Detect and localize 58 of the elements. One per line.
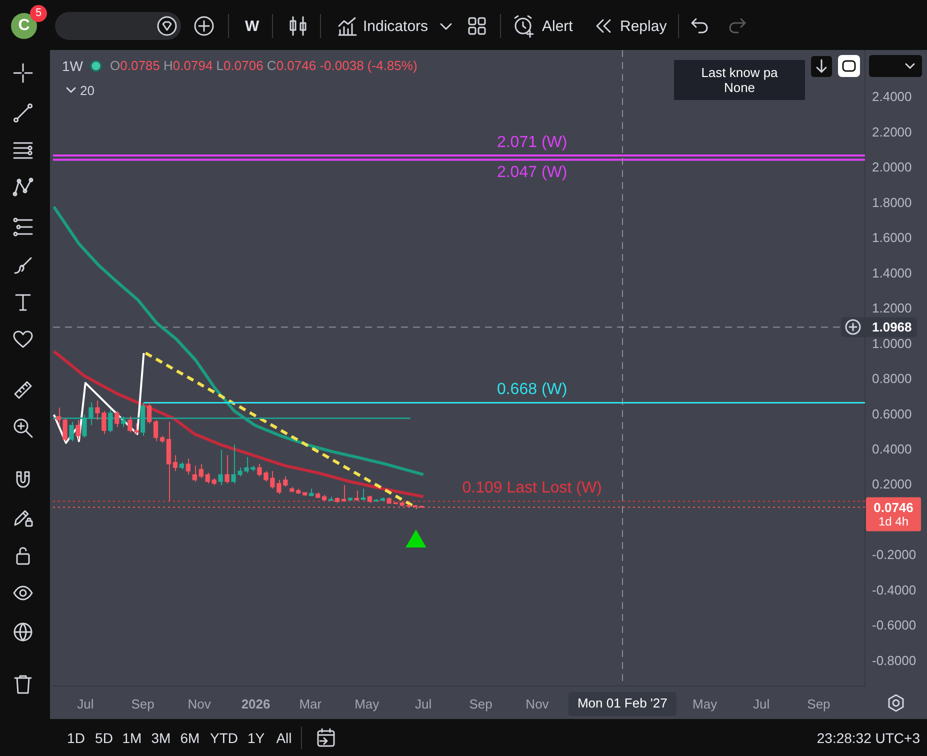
annotation: None — [722, 80, 756, 95]
x-tick-label: Jul — [415, 696, 432, 712]
text: YTD — [210, 729, 238, 747]
text: 23:28:32 UTC+3 — [816, 729, 920, 747]
y-tick-label: -0.8000 — [872, 652, 916, 668]
text: O0.0785 H0.0794 L0.0706 C0.0746 -0.0038 (-4.85%) — [110, 58, 418, 73]
avatar: C — [11, 13, 37, 39]
ref-line-label: 2.071 (W) — [496, 134, 568, 151]
series-label: 0.668 (W) — [496, 381, 568, 398]
ref-line-label: 2.047 (W) — [496, 164, 568, 182]
x-tick-label: May — [354, 696, 380, 712]
badge: 5 — [30, 5, 47, 22]
x-tick-label: Jul — [77, 696, 94, 712]
annotation: Last know pa — [700, 65, 779, 80]
y-tick-label: 2.0000 — [872, 160, 912, 175]
y-tick-label: 1.6000 — [872, 230, 912, 246]
y-tick-label: 0.8000 — [872, 371, 912, 386]
x-tick-label: Nov — [526, 696, 550, 712]
y-tick-label: 1.0000 — [872, 336, 912, 351]
x-tick-label: May — [692, 696, 718, 712]
y-tick-label: 0.2000 — [872, 476, 912, 492]
text: 1D — [67, 729, 85, 747]
x-tick-label: Mar — [299, 696, 322, 712]
text: Alert — [542, 16, 573, 36]
x-tick-label: Sep — [469, 696, 492, 712]
candlestick — [374, 498, 378, 502]
annotation: 1W — [62, 57, 83, 75]
ref-line-label: 0.0746 — [874, 500, 914, 515]
text: 3M — [151, 729, 171, 747]
ref-line-label: 1.0968 — [872, 320, 912, 335]
text: 1d 4h — [878, 514, 909, 529]
y-tick-label: 1.2000 — [872, 300, 912, 316]
x-tick-label: Jul — [752, 696, 770, 712]
text: 1Y — [247, 729, 265, 747]
ref-line-label: Mon 01 Feb '27 — [577, 696, 668, 711]
y-tick-label: 2.2000 — [872, 124, 912, 140]
text: Indicators — [363, 16, 428, 36]
y-tick-label: -0.4000 — [872, 582, 916, 598]
text: 1M — [122, 729, 142, 747]
text: Replay — [620, 16, 667, 36]
y-tick-label: 0.6000 — [872, 406, 912, 422]
y-tick-label: -0.6000 — [872, 618, 916, 633]
annotation: 20 — [80, 82, 94, 98]
text: W — [245, 16, 260, 36]
y-tick-label: 1.4000 — [872, 265, 912, 280]
y-tick-label: -0.2000 — [872, 547, 916, 562]
y-tick-label: 1.8000 — [872, 194, 912, 210]
note-box: Last know pa None — [674, 60, 805, 100]
text: All — [276, 729, 292, 747]
x-tick-label: Sep — [131, 696, 154, 712]
y-tick-label: 0.4000 — [872, 442, 912, 456]
ref-line-label: 0.109 Last Lost (W) — [462, 480, 602, 497]
x-tick-label: 2026 — [241, 696, 270, 712]
text: 6M — [180, 729, 200, 747]
text: 5D — [95, 729, 113, 747]
x-tick-label: Sep — [807, 696, 830, 712]
y-tick-label: 2.4000 — [872, 89, 912, 104]
x-tick-label: Nov — [188, 696, 212, 712]
